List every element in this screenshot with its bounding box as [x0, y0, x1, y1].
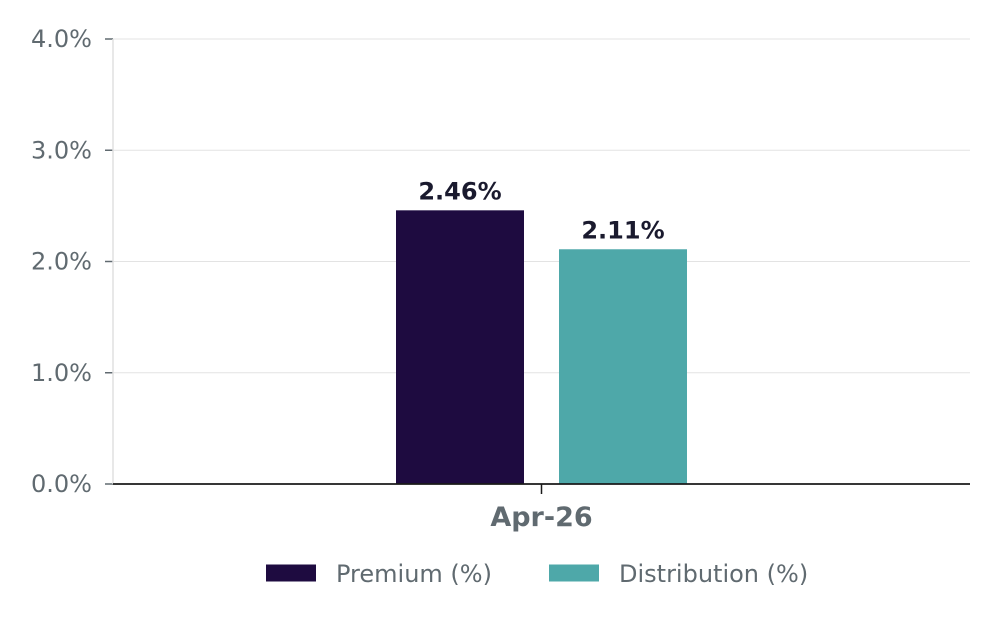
- bars: 2.46% 2.11%: [396, 177, 687, 484]
- y-tick-label: 4.0%: [31, 25, 92, 53]
- x-tick-label: Apr-26: [490, 502, 592, 533]
- gridlines: [113, 38, 970, 374]
- x-axis: Apr-26: [113, 483, 970, 533]
- bar-distribution: [559, 249, 687, 484]
- legend-swatch: [549, 564, 599, 582]
- legend-label: Distribution (%): [619, 560, 808, 588]
- bar-premium: [396, 210, 524, 484]
- legend-label: Premium (%): [336, 560, 492, 588]
- y-tick-label: 3.0%: [31, 136, 92, 164]
- data-label: 2.46%: [418, 177, 501, 205]
- y-tick-label: 0.0%: [31, 470, 92, 498]
- data-label: 2.11%: [581, 216, 664, 244]
- legend-swatch: [266, 564, 316, 582]
- y-axis: 0.0% 1.0% 2.0% 3.0% 4.0%: [31, 25, 114, 498]
- y-tick-label: 2.0%: [31, 248, 92, 276]
- legend: Premium (%) Distribution (%): [266, 560, 808, 588]
- y-tick-label: 1.0%: [31, 359, 92, 387]
